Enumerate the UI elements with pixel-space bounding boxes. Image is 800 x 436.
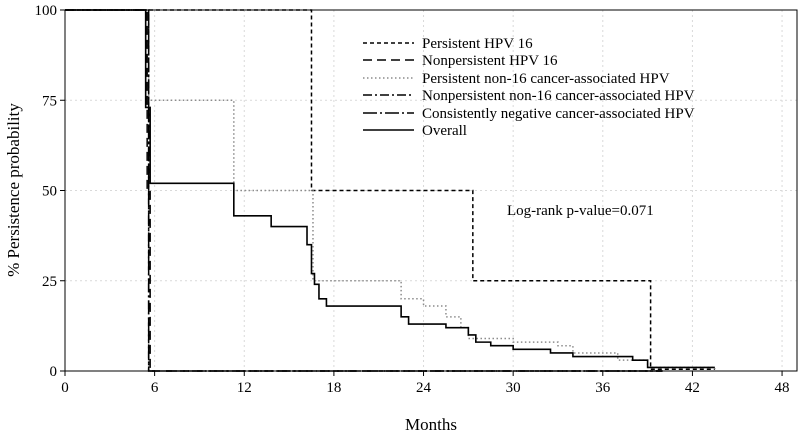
- legend: Persistent HPV 16 Nonpersistent HPV 16 P…: [363, 36, 695, 139]
- x-tick-label-48: 48: [775, 380, 790, 396]
- x-tick-label-42: 42: [685, 380, 700, 396]
- x-tick-label-6: 6: [151, 380, 159, 396]
- y-tick-label-75: 75: [42, 93, 57, 109]
- y-tick-label-0: 0: [50, 364, 58, 380]
- log-rank-annotation: Log-rank p-value=0.071: [507, 203, 654, 219]
- x-tick-label-36: 36: [595, 380, 611, 396]
- series-line-persistent-non-16-cancer-associated-hpv: [65, 9, 716, 370]
- legend-label-persistent-non16: Persistent non-16 cancer-associated HPV: [422, 71, 670, 87]
- x-tick-label-24: 24: [416, 380, 432, 396]
- legend-label-consistently-negative: Consistently negative cancer-associated …: [422, 106, 695, 122]
- y-tick-label-25: 25: [42, 274, 57, 290]
- x-tick-label-30: 30: [506, 380, 521, 396]
- legend-label-nonpersistent-hpv16: Nonpersistent HPV 16: [422, 53, 558, 69]
- x-tick-label-12: 12: [237, 380, 252, 396]
- ticks-layer: 0 6 12 18 24 30 36 42 48 0 25 50 75 100: [35, 3, 790, 396]
- y-axis-title: % Persistence probability: [4, 103, 23, 277]
- x-axis-title: Months: [405, 415, 457, 434]
- series-line-persistent-hpv-16: [65, 9, 715, 370]
- x-tick-label-18: 18: [326, 380, 341, 396]
- legend-label-persistent-hpv16: Persistent HPV 16: [422, 36, 533, 52]
- legend-label-nonpersistent-non16: Nonpersistent non-16 cancer-associated H…: [422, 88, 695, 104]
- legend-label-overall: Overall: [422, 123, 467, 139]
- y-tick-label-100: 100: [35, 3, 58, 19]
- series-layer: [65, 9, 716, 372]
- y-tick-label-50: 50: [42, 184, 57, 200]
- x-tick-label-0: 0: [61, 380, 69, 396]
- series-line-overall: [65, 9, 715, 369]
